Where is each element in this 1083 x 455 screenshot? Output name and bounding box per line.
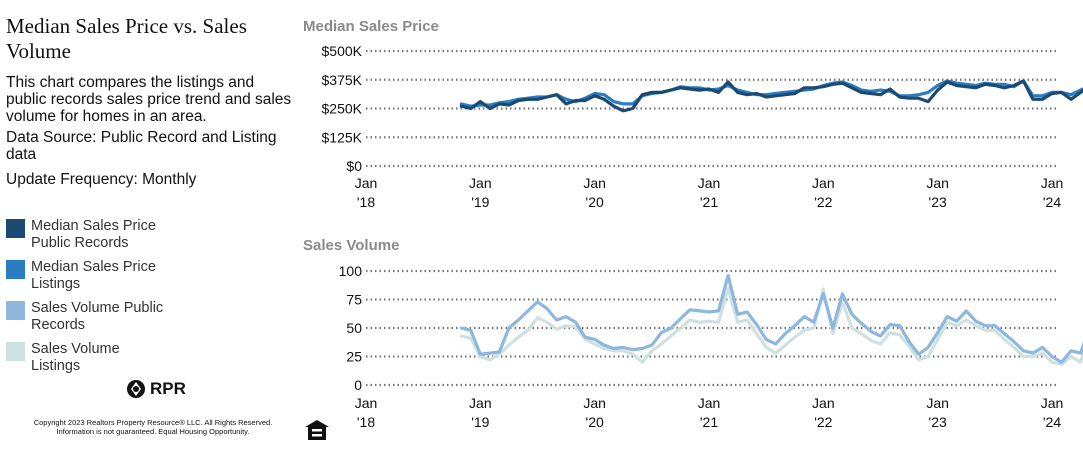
legend: Median Sales Price Public Records Median… xyxy=(6,218,171,382)
rpr-logo-icon xyxy=(127,380,145,398)
volume-chart-grid xyxy=(366,269,1056,387)
x-tick-label: '24 xyxy=(1043,414,1061,430)
y-tick-label: $125K xyxy=(322,129,363,145)
x-tick-label: Jan xyxy=(1041,175,1064,191)
volume-chart-title: Sales Volume xyxy=(303,237,399,254)
update-frequency: Update Frequency: Monthly xyxy=(6,171,197,188)
description-panel: Median Sales Price vs. Sales Volume This… xyxy=(6,14,296,196)
x-tick-label: Jan xyxy=(1041,395,1064,411)
volume-chart-plot xyxy=(459,274,1083,367)
y-tick-label: $500K xyxy=(322,43,363,59)
copyright-notice: Copyright 2023 Realtors Property Resourc… xyxy=(33,418,273,436)
x-tick-label: '22 xyxy=(814,414,832,430)
legend-label: Median Sales Price Listings xyxy=(31,259,156,292)
rpr-logo: RPR xyxy=(126,379,186,399)
x-tick-label: Jan xyxy=(812,175,835,191)
legend-item-price-listings: Median Sales Price Listings xyxy=(6,259,171,293)
y-tick-label: 75 xyxy=(346,292,362,308)
series-line-sales-volume-public-records xyxy=(459,274,1083,364)
series-line-sales-volume-listings xyxy=(459,286,1083,367)
volume-chart-y-axis: 0 25 50 75 100 xyxy=(339,263,363,393)
x-tick-label: Jan xyxy=(583,395,606,411)
legend-item-price-public: Median Sales Price Public Records xyxy=(6,218,171,252)
x-tick-label: Jan xyxy=(469,395,492,411)
y-tick-label: $250K xyxy=(322,101,363,117)
legend-label: Median Sales Price Public Records xyxy=(31,218,156,251)
x-tick-label: Jan xyxy=(355,395,378,411)
y-tick-label: $0 xyxy=(346,158,362,174)
volume-chart-x-axis: Jan '18 Jan '19 Jan '20 Jan '21 Jan '22 Jan '23 Jan '… xyxy=(355,395,1064,430)
data-source: Data Source: Public Record and Listing d… xyxy=(6,129,277,163)
x-tick-label: '23 xyxy=(929,194,947,210)
x-tick-label: Jan xyxy=(926,175,949,191)
legend-item-volume-public: Sales Volume Public Records xyxy=(6,300,171,334)
series-line-median-sales-price-public-records xyxy=(459,79,1083,113)
price-chart-y-axis: $0 $125K $250K $375K $500K xyxy=(322,43,363,174)
legend-swatch xyxy=(6,342,25,361)
y-tick-label: 50 xyxy=(346,320,362,336)
x-tick-label: Jan xyxy=(583,175,606,191)
x-tick-label: '22 xyxy=(814,194,832,210)
x-tick-label: '21 xyxy=(700,194,718,210)
panel-description: This chart compares the listings and pub… xyxy=(6,74,292,125)
x-tick-label: Jan xyxy=(355,175,378,191)
x-tick-label: '24 xyxy=(1043,194,1061,210)
legend-label: Sales Volume Public Records xyxy=(31,300,164,333)
x-tick-label: Jan xyxy=(926,395,949,411)
legend-label: Sales Volume Listings xyxy=(31,341,120,374)
x-tick-label: '18 xyxy=(357,194,375,210)
y-tick-label: 100 xyxy=(339,263,363,279)
x-tick-label: '20 xyxy=(586,414,604,430)
charts-area: Median Sales Price $0 $125K $250K $375K $500… xyxy=(303,18,1083,430)
price-chart-title: Median Sales Price xyxy=(303,18,439,35)
equal-housing-icon xyxy=(304,419,330,446)
legend-swatch xyxy=(6,260,25,279)
x-tick-label: '18 xyxy=(357,414,375,430)
legend-swatch xyxy=(6,301,25,320)
panel-title: Median Sales Price vs. Sales Volume xyxy=(6,14,247,63)
x-tick-label: Jan xyxy=(812,395,835,411)
x-tick-label: Jan xyxy=(698,395,721,411)
x-tick-label: Jan xyxy=(698,175,721,191)
series-line-median-sales-price-listings xyxy=(459,79,1083,108)
x-tick-label: '20 xyxy=(586,194,604,210)
x-tick-label: '21 xyxy=(700,414,718,430)
price-chart-x-axis: Jan '18 Jan '19 Jan '20 Jan '21 Jan '22 Jan '23 Jan '… xyxy=(355,175,1064,210)
legend-swatch xyxy=(6,219,25,238)
y-tick-label: $375K xyxy=(322,72,363,88)
x-tick-label: Jan xyxy=(469,175,492,191)
y-tick-label: 0 xyxy=(354,377,362,393)
x-tick-label: '19 xyxy=(471,414,489,430)
price-chart-plot xyxy=(459,79,1083,113)
legend-item-volume-listings: Sales Volume Listings xyxy=(6,341,171,375)
x-tick-label: '19 xyxy=(471,194,489,210)
y-tick-label: 25 xyxy=(346,349,362,365)
x-tick-label: '23 xyxy=(929,414,947,430)
rpr-logo-text: RPR xyxy=(150,379,186,398)
